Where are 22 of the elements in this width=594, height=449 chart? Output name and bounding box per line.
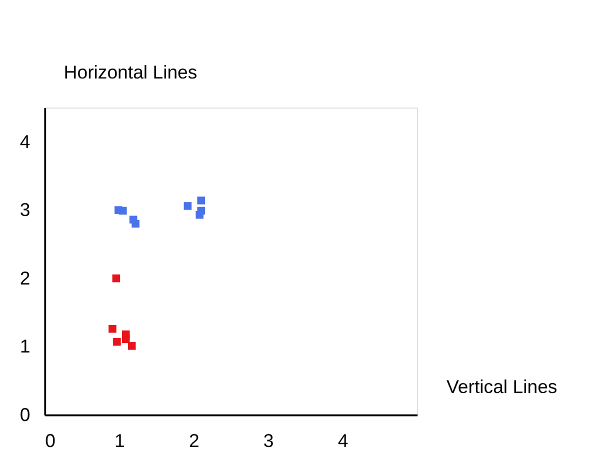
point [122, 335, 130, 344]
y-tick-label: 2 [20, 267, 30, 288]
x-tick-label: 2 [188, 430, 200, 449]
x-tick-label: 3 [263, 430, 274, 449]
point [128, 342, 136, 350]
x-tick-label: 1 [114, 430, 125, 449]
y-tick-label: 3 [20, 199, 30, 220]
point [184, 202, 192, 210]
y-tick-label: 4 [20, 130, 30, 152]
x-tick-label: 0 [45, 430, 56, 449]
x-tick-label: 4 [338, 430, 348, 449]
point [108, 324, 116, 333]
y-tick-label: 1 [20, 336, 30, 357]
x-axis-title: Vertical Lines [446, 376, 558, 398]
y-tick-label: 0 [20, 404, 30, 425]
point [132, 220, 140, 228]
point [197, 196, 205, 204]
point [196, 210, 204, 219]
point [113, 338, 121, 346]
y-axis-title: Horizontal Lines [64, 61, 198, 82]
point [119, 206, 127, 215]
point [112, 274, 120, 282]
